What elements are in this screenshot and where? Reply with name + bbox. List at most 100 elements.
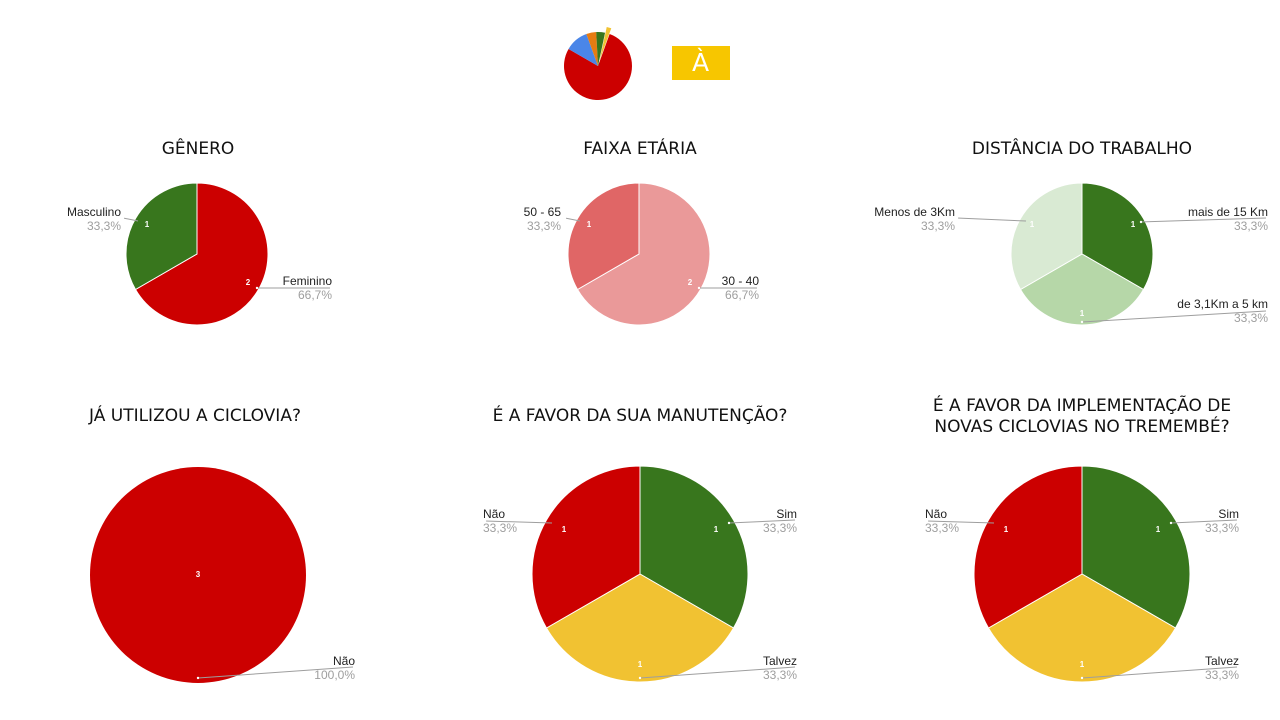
leader-dot xyxy=(955,216,959,220)
chart-title-ciclovia: JÁ UTILIZOU A CICLOVIA? xyxy=(89,406,301,426)
slice-label-nao: Não xyxy=(483,507,505,521)
slice-label-de-3-1km-a-5-km: de 3,1Km a 5 km xyxy=(1177,297,1268,311)
icon-slice-3 xyxy=(596,32,606,66)
slice-count: 3 xyxy=(196,570,201,579)
leader-line xyxy=(564,217,581,222)
leader-dot xyxy=(727,521,731,525)
leader-line xyxy=(1140,217,1267,223)
slice-count: 1 xyxy=(714,525,719,534)
pie-slice-talvez xyxy=(987,573,1177,683)
pie-slice-talvez xyxy=(545,573,735,683)
slice-percent: 33,3% xyxy=(1234,219,1268,233)
slice-count: 1 xyxy=(1156,525,1161,534)
leader-dot xyxy=(121,216,125,220)
slice-label-30-40: 30 - 40 xyxy=(722,274,760,288)
slice-count: 1 xyxy=(1030,220,1035,229)
slice-count: 2 xyxy=(688,278,693,287)
slice-label-50-65: 50 - 65 xyxy=(524,205,562,219)
slice-count: 1 xyxy=(638,660,643,669)
slice-count: 1 xyxy=(562,525,567,534)
leader-dot xyxy=(1080,320,1084,324)
slice-label-sim: Sim xyxy=(1218,507,1239,521)
chart-title-implementacao: É A FAVOR DA IMPLEMENTAÇÃO DE NOVAS CICL… xyxy=(912,396,1252,438)
slice-count: 1 xyxy=(1080,309,1085,318)
slice-percent: 33,3% xyxy=(87,219,121,233)
slice-percent: 66,7% xyxy=(725,288,759,302)
pie-slice-30-40 xyxy=(576,182,711,326)
pie-slice-menos-de-3km xyxy=(1010,182,1083,291)
pie-slice-mais-de-15-km xyxy=(1081,182,1154,291)
icon-slice-1 xyxy=(568,34,598,66)
slice-label-talvez: Talvez xyxy=(763,654,797,668)
leader-dot xyxy=(563,216,567,220)
chart-title-manutencao: É A FAVOR DA SUA MANUTENÇÃO? xyxy=(492,406,788,426)
leader-dot xyxy=(483,519,487,523)
pie-slice-masculino xyxy=(125,182,198,291)
leader-line xyxy=(1170,519,1238,524)
slice-label-masculino: Masculino xyxy=(67,205,121,219)
leader-line xyxy=(1081,666,1238,679)
slice-label-mais-de-15-km: mais de 15 Km xyxy=(1188,205,1268,219)
chart-title-faixa-etaria: FAIXA ETÁRIA xyxy=(583,139,697,159)
slice-percent: 33,3% xyxy=(763,521,797,535)
leader-line xyxy=(197,666,354,679)
slice-percent: 100,0% xyxy=(314,668,355,682)
slice-label-feminino: Feminino xyxy=(283,274,333,288)
slice-percent: 33,3% xyxy=(1234,311,1268,325)
leader-line xyxy=(122,217,139,222)
slice-percent: 33,3% xyxy=(763,668,797,682)
pie-slice-nao xyxy=(531,465,641,629)
slice-percent: 33,3% xyxy=(527,219,561,233)
slice-percent: 33,3% xyxy=(921,219,955,233)
leader-dot xyxy=(196,676,200,680)
pie-slice-nao xyxy=(973,465,1083,629)
slice-label-sim: Sim xyxy=(776,507,797,521)
icon-slice-0 xyxy=(564,34,632,100)
slice-count: 1 xyxy=(1004,525,1009,534)
leader-line xyxy=(639,666,796,679)
leader-dot xyxy=(1169,521,1173,525)
pie-slice-nao xyxy=(90,467,306,683)
leader-dot xyxy=(638,676,642,680)
leader-line xyxy=(926,520,995,524)
header-badge: À PÉ xyxy=(672,46,730,111)
icon-slice-2 xyxy=(586,32,598,66)
icon-slice-4 xyxy=(599,26,612,61)
slice-label-nao: Não xyxy=(333,654,355,668)
slice-percent: 33,3% xyxy=(925,521,959,535)
slice-percent: 33,3% xyxy=(1205,668,1239,682)
leader-line xyxy=(728,519,796,524)
leader-line xyxy=(484,520,553,524)
slice-count: 1 xyxy=(1080,660,1085,669)
slice-count: 1 xyxy=(587,220,592,229)
slice-percent: 66,7% xyxy=(298,288,332,302)
slice-label-nao: Não xyxy=(925,507,947,521)
leader-line xyxy=(1081,310,1267,323)
leader-dot xyxy=(255,286,259,290)
slice-label-menos-de-3km: Menos de 3Km xyxy=(874,205,955,219)
slice-count: 1 xyxy=(145,220,150,229)
slice-label-talvez: Talvez xyxy=(1205,654,1239,668)
chart-title-line-2: NOVAS CICLOVIAS NO TREMEMBÉ? xyxy=(934,417,1230,437)
chart-title-genero: GÊNERO xyxy=(161,139,235,159)
slice-percent: 33,3% xyxy=(483,521,517,535)
pie-chart-icon xyxy=(564,26,632,100)
pie-slice-feminino xyxy=(134,182,269,326)
leader-line xyxy=(956,217,1027,222)
leader-dot xyxy=(1139,220,1143,224)
leader-dot xyxy=(925,519,929,523)
slice-percent: 33,3% xyxy=(1205,521,1239,535)
chart-title-distancia: DISTÂNCIA DO TRABALHO xyxy=(971,139,1193,159)
slice-count: 2 xyxy=(246,278,251,287)
chart-title-line-1: É A FAVOR DA IMPLEMENTAÇÃO DE xyxy=(932,396,1232,416)
pie-slice-50-65 xyxy=(567,182,640,291)
leader-dot xyxy=(697,286,701,290)
leader-dot xyxy=(1080,676,1084,680)
pie-slice-sim xyxy=(1081,465,1191,629)
